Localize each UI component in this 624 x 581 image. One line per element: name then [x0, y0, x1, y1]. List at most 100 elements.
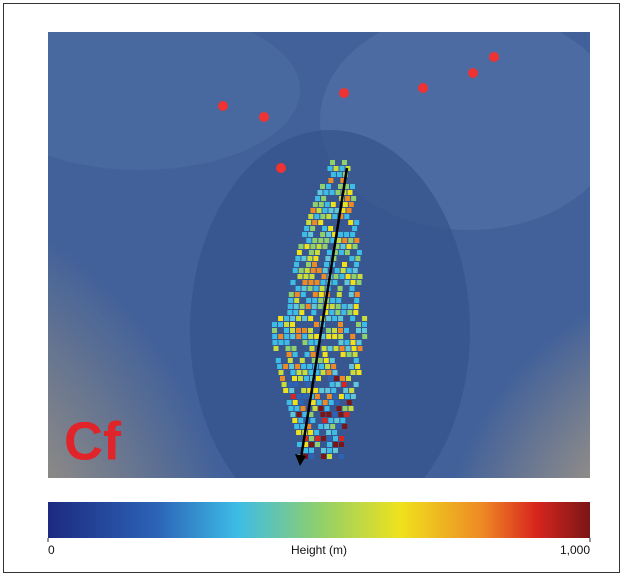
pixel: [304, 268, 310, 273]
pixel: [355, 364, 361, 369]
pixel: [321, 454, 326, 459]
pixel: [320, 184, 325, 189]
pixel: [345, 274, 351, 279]
pixel: [320, 280, 326, 285]
pixel: [293, 304, 299, 309]
pixel: [321, 196, 327, 201]
pixel: [320, 370, 326, 375]
pixel: [344, 250, 350, 255]
pixel: [302, 370, 308, 375]
pixel: [332, 412, 338, 417]
pixel: [329, 382, 335, 387]
pixel: [309, 448, 314, 453]
pixel: [316, 400, 322, 405]
pixel: [306, 298, 312, 303]
pixel: [338, 232, 344, 237]
pixel: [335, 190, 341, 195]
pixel: [311, 304, 317, 309]
pixel: [299, 304, 305, 309]
pixel: [275, 358, 281, 363]
pixel: [317, 190, 323, 195]
pixel: [319, 286, 325, 291]
pixel: [301, 388, 307, 393]
pixel: [308, 334, 314, 339]
pixel: [314, 370, 320, 375]
pixel: [286, 352, 292, 357]
pixel: [296, 316, 302, 321]
pixel: [356, 370, 362, 375]
pixel: [297, 274, 303, 279]
pixel: [323, 310, 329, 315]
pixel: [333, 346, 339, 351]
pixel: [311, 358, 317, 363]
pixel: [332, 328, 337, 333]
pixel: [309, 346, 315, 351]
pixel: [334, 376, 339, 381]
pixel: [290, 280, 296, 285]
pixel: [338, 328, 343, 333]
pixel: [316, 208, 322, 213]
pixel: [292, 418, 298, 423]
pixel: [325, 364, 331, 369]
pixel: [333, 274, 339, 279]
pixel: [344, 412, 350, 417]
pixel: [319, 388, 325, 393]
pixel: [346, 400, 352, 405]
pixel: [351, 346, 357, 351]
pixel: [306, 220, 312, 225]
pixel: [303, 448, 308, 453]
pixel: [308, 316, 314, 321]
pixel: [278, 334, 284, 339]
pixel: [308, 370, 314, 375]
pixel: [332, 316, 338, 321]
pixel: [328, 178, 334, 183]
pixel: [325, 256, 331, 261]
pixel: [307, 388, 313, 393]
pixel: [308, 214, 314, 219]
pixel: [312, 292, 318, 297]
panel-label: Cf: [64, 411, 122, 471]
pixel: [297, 442, 302, 447]
pixel: [339, 442, 344, 447]
pixel: [309, 274, 315, 279]
pixel: [322, 400, 328, 405]
pixel: [313, 256, 319, 261]
pixel: [320, 214, 326, 219]
pixel: [302, 334, 308, 339]
pixel: [328, 418, 334, 423]
pixel: [324, 262, 329, 267]
pixel: [332, 394, 338, 399]
pixel: [338, 394, 344, 399]
pixel: [352, 226, 358, 231]
pixel: [313, 388, 319, 393]
pixel: [346, 376, 351, 381]
pixel: [307, 286, 313, 291]
pixel: [339, 166, 345, 171]
pixel: [335, 310, 341, 315]
pixel: [332, 250, 338, 255]
pixel: [283, 388, 289, 393]
colorbar-label: Height (m): [291, 543, 347, 557]
pixel: [318, 292, 324, 297]
pixel: [362, 322, 367, 327]
pixel: [278, 340, 284, 345]
pixel: [316, 376, 321, 381]
frame: [3, 3, 620, 573]
pixel: [333, 436, 338, 441]
pixel: [284, 340, 290, 345]
pixel: [350, 232, 356, 237]
pixel: [294, 298, 300, 303]
pixel: [323, 358, 329, 363]
pixel: [351, 196, 357, 201]
pixel: [354, 220, 360, 225]
pixel: [318, 406, 324, 411]
transect-arrow: [299, 167, 349, 459]
pixel: [300, 292, 306, 297]
pixel: [327, 436, 332, 441]
pixel: [290, 322, 295, 327]
pixel: [349, 256, 355, 261]
pixel: [355, 256, 361, 261]
pixel: [353, 382, 359, 387]
pixel: [344, 280, 350, 285]
pixel: [314, 322, 319, 327]
